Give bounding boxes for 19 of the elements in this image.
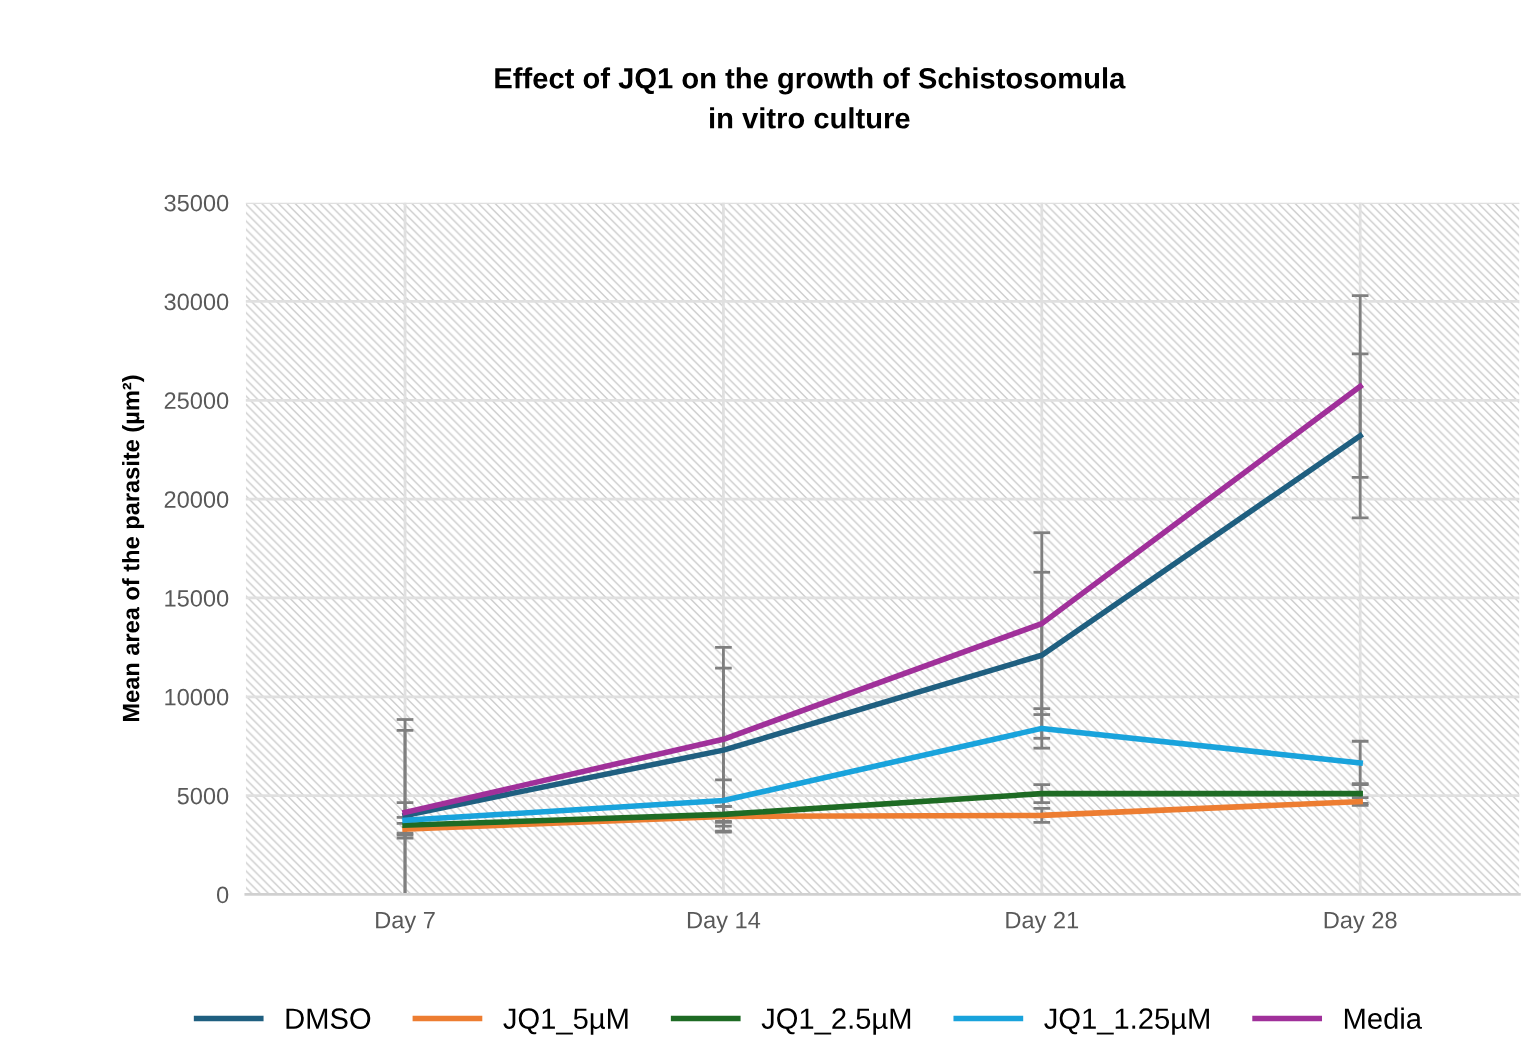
y-tick-label: 35000	[164, 194, 229, 212]
y-tick-label: 20000	[164, 491, 229, 508]
y-tick-label: 30000	[164, 293, 229, 311]
legend-label: DMSO	[286, 1008, 371, 1029]
y-tick-label: 5000	[177, 787, 229, 805]
y-tick-label: 10000	[165, 688, 229, 706]
y-tick-label: 0	[216, 886, 229, 904]
y-tick-label: 25000	[164, 392, 229, 410]
x-tick-label: Day 7	[376, 911, 435, 934]
y-tick-label: 15000	[165, 590, 229, 607]
x-tick-label: Day 21	[1006, 911, 1079, 934]
x-tick-label: Day 28	[1324, 911, 1397, 934]
legend-label: JQ1_5µM	[503, 1008, 628, 1035]
legend-label: JQ1_2.5µM	[761, 1008, 911, 1035]
chart-title: Effect of JQ1 on the growth of Schistosomula in vitro culture	[495, 67, 1126, 129]
x-tick-label: Day 14	[687, 911, 761, 934]
legend-label: JQ1_1.25µM	[1044, 1008, 1209, 1035]
y-axis-title: Mean area of the parasite (µm²)	[122, 375, 145, 722]
legend-label: Media	[1344, 1007, 1423, 1029]
